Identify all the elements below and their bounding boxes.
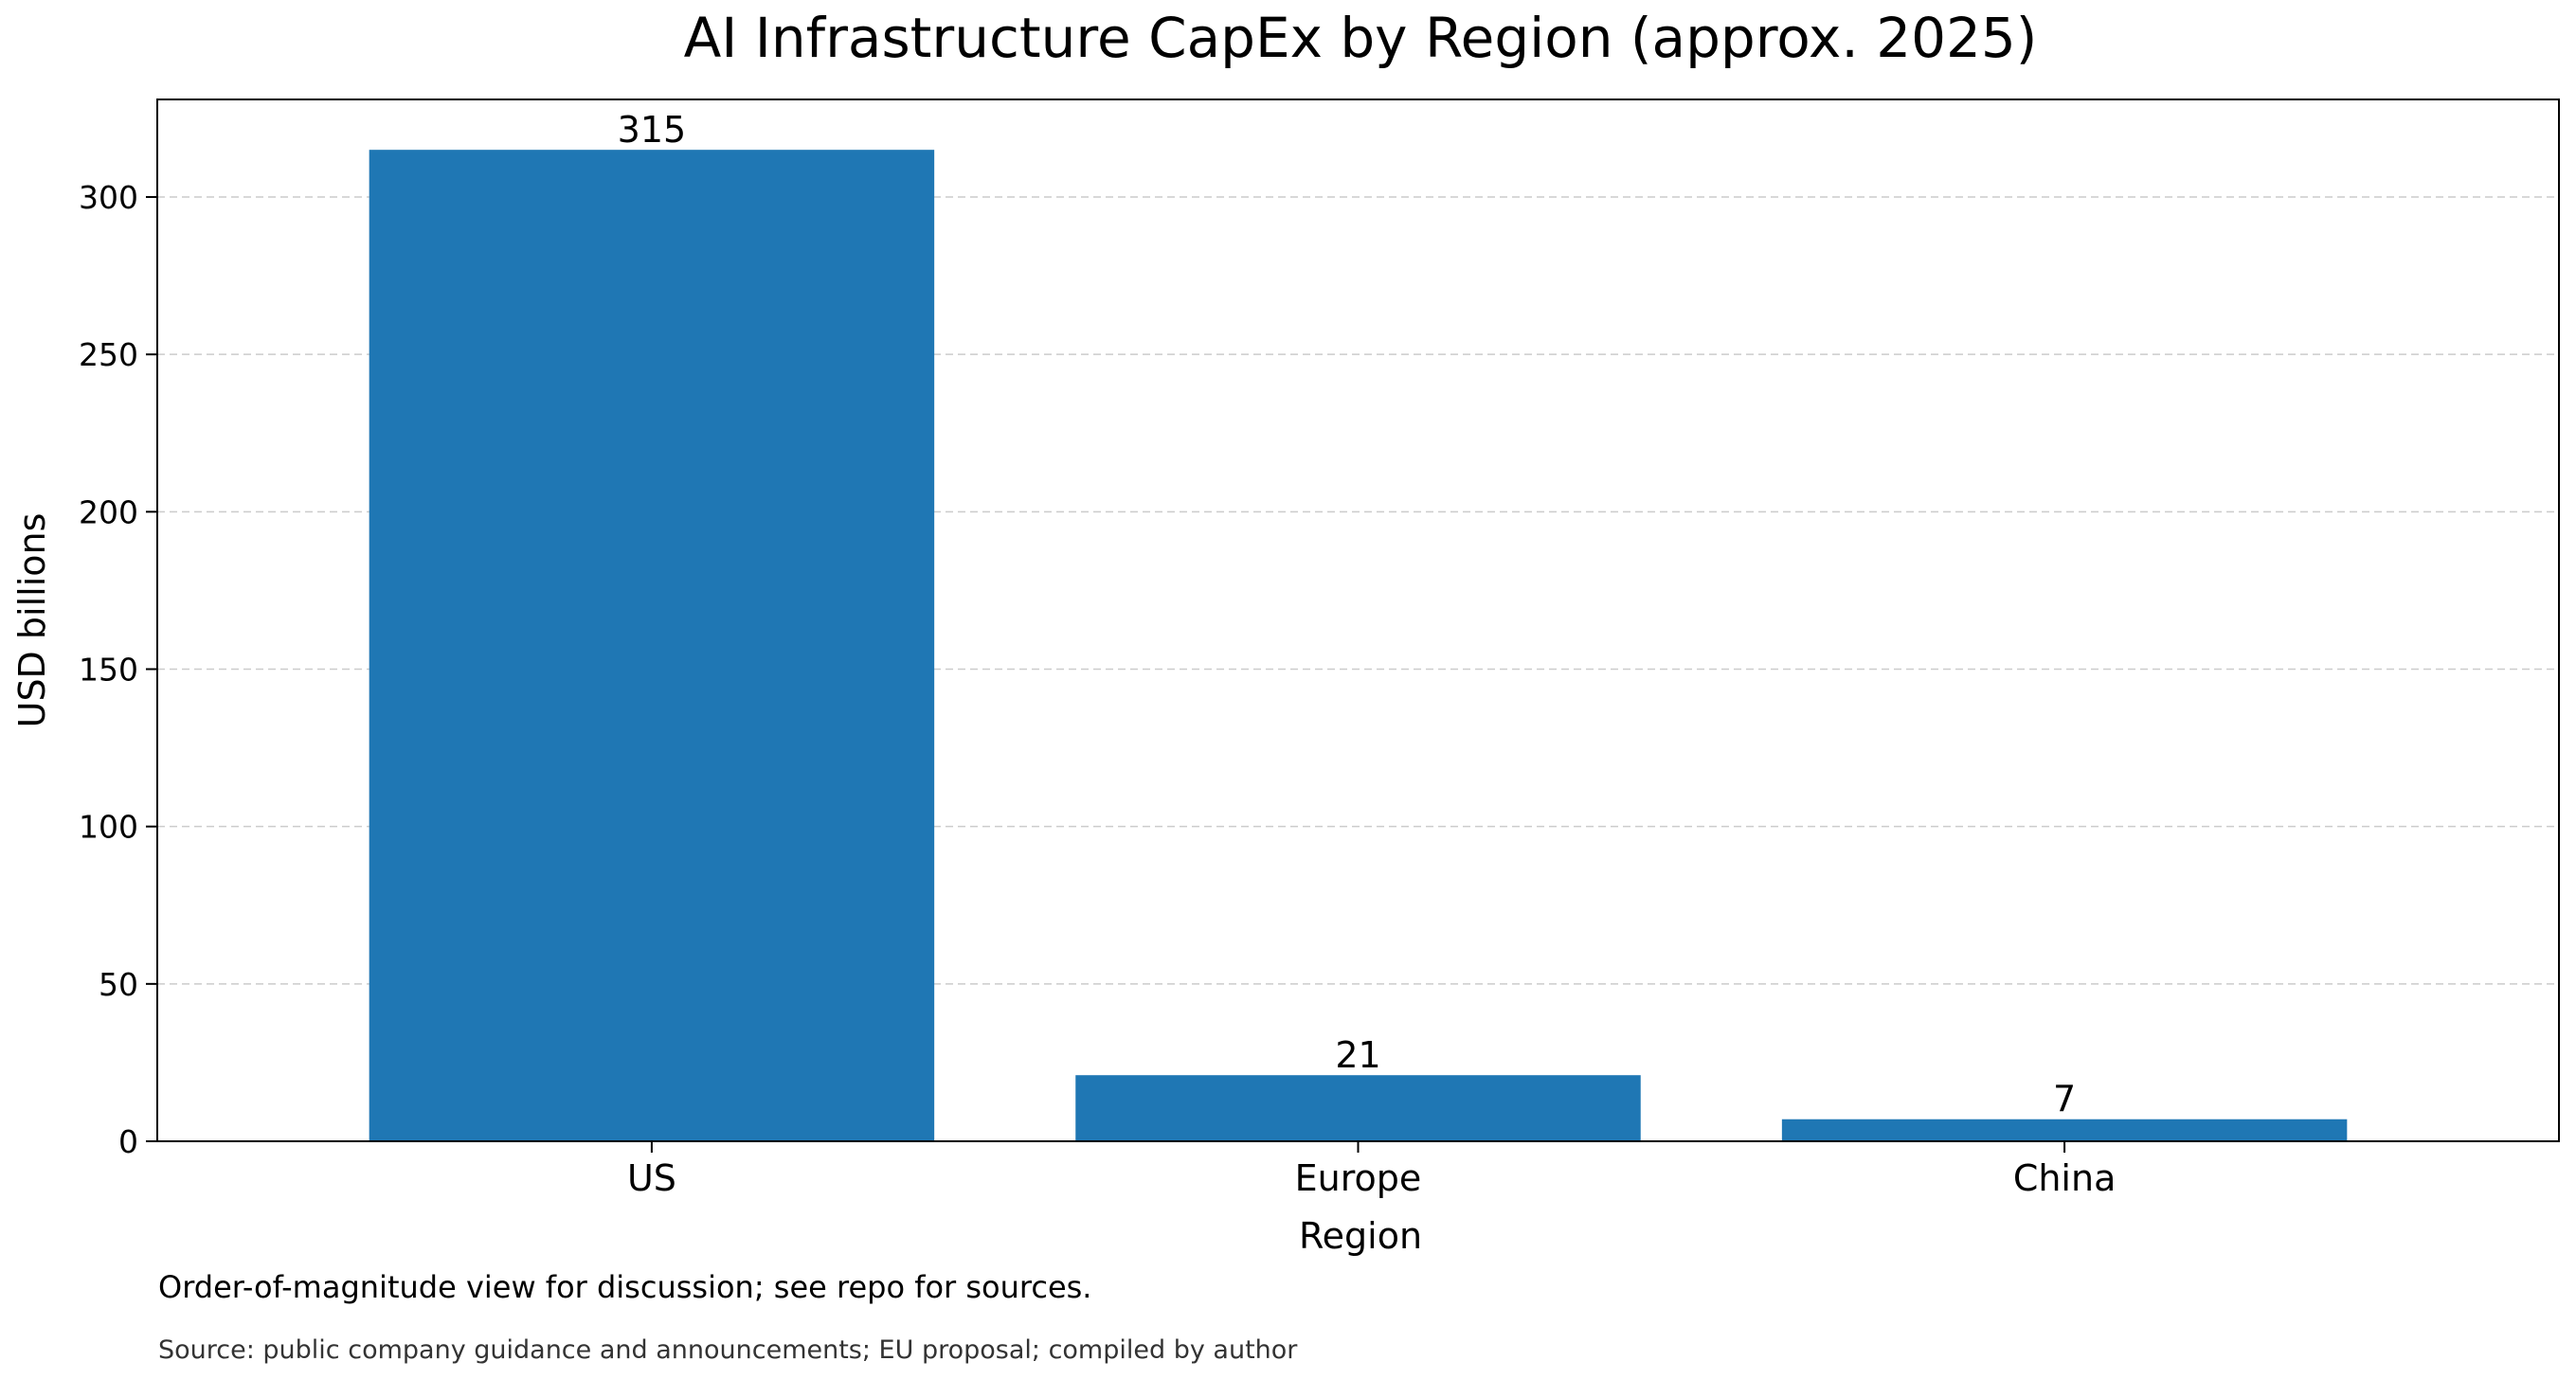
chart-title: AI Infrastructure CapEx by Region (appro… [684,6,2038,70]
x-tick-label: China [2013,1157,2117,1199]
y-tick-label: 250 [79,336,138,373]
bar-value-label: 7 [2053,1079,2076,1120]
bar-value-label: 21 [1335,1034,1380,1076]
bar-value-label: 315 [618,109,687,151]
bar-value-labels: 315 21 7 [618,109,2077,1120]
bar-europe [1075,1075,1641,1141]
chart-source: Source: public company guidance and anno… [158,1335,1298,1365]
y-tick-label: 50 [99,966,138,1003]
y-tick-label: 0 [118,1123,138,1160]
y-tick-label: 150 [79,652,138,689]
y-axis-label: USD billions [11,513,53,728]
y-tick-label: 100 [79,809,138,846]
x-axis-label: Region [1299,1215,1422,1257]
bars [369,150,2348,1141]
x-axis: US Europe China [627,1141,2116,1199]
y-tick-label: 300 [79,179,138,216]
bar-china [1781,1119,2348,1141]
y-tick-label: 200 [79,493,138,530]
bar-us [369,150,935,1141]
x-tick-label: Europe [1295,1157,1422,1199]
y-axis: 0 50 100 150 200 250 300 [79,179,157,1160]
chart-note: Order-of-magnitude view for discussion; … [158,1269,1091,1305]
x-tick-label: US [627,1157,676,1199]
